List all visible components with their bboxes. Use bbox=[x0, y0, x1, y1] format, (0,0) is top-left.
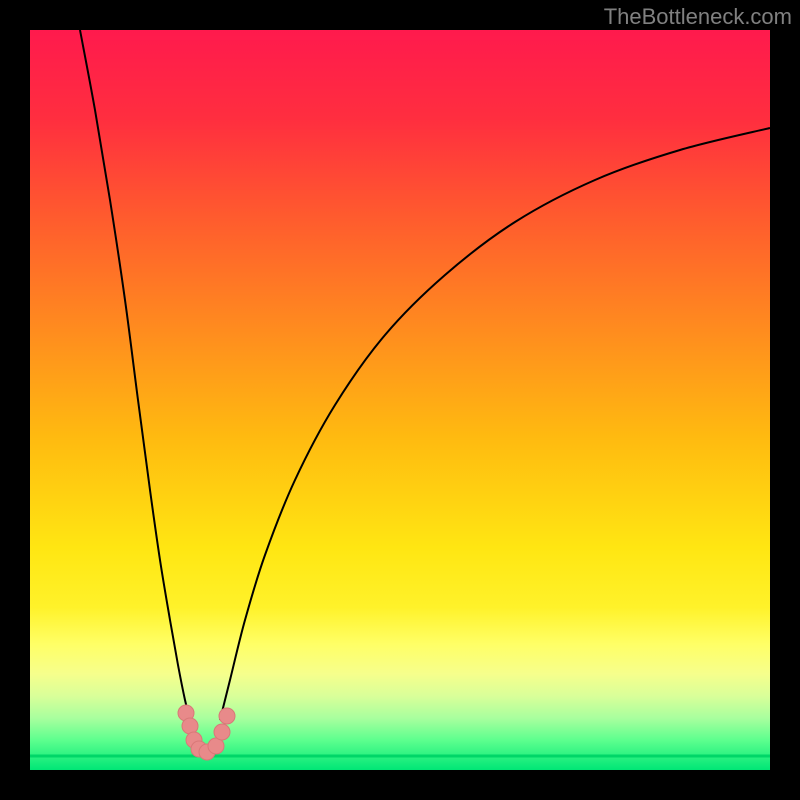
marker-dot bbox=[182, 718, 198, 734]
marker-dot bbox=[214, 724, 230, 740]
watermark-text: TheBottleneck.com bbox=[604, 4, 792, 30]
bottleneck-curve-chart bbox=[0, 0, 800, 800]
marker-dot bbox=[219, 708, 235, 724]
plot-background bbox=[30, 30, 770, 770]
chart-container: TheBottleneck.com bbox=[0, 0, 800, 800]
